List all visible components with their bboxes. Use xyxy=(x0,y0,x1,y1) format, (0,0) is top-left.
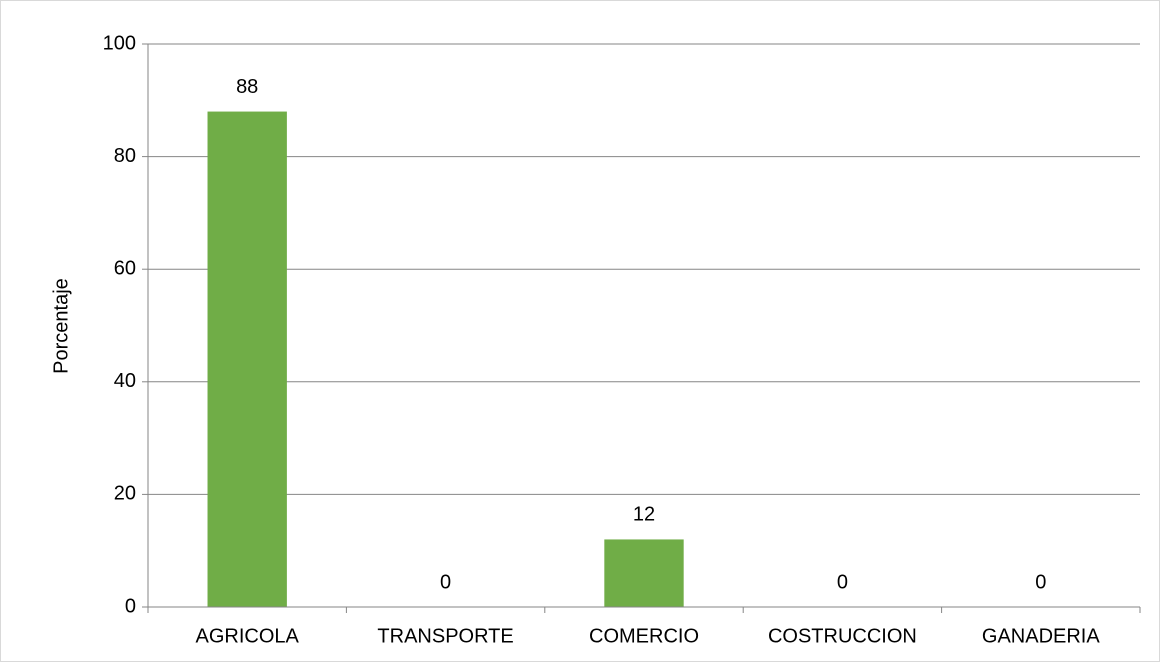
bar xyxy=(604,539,684,607)
y-tick-label: 100 xyxy=(103,32,136,54)
y-tick-label: 0 xyxy=(125,595,136,617)
y-tick-label: 60 xyxy=(114,257,136,279)
x-tick-label: TRANSPORTE xyxy=(377,625,513,647)
data-label: 88 xyxy=(236,76,258,98)
x-tick-label: COSTRUCCION xyxy=(768,625,917,647)
data-label: 0 xyxy=(1035,571,1046,593)
y-tick-label: 40 xyxy=(114,370,136,392)
y-tick-label: 20 xyxy=(114,483,136,505)
y-tick-label: 80 xyxy=(114,145,136,167)
x-tick-label: COMERCIO xyxy=(589,625,699,647)
x-tick-label: AGRICOLA xyxy=(196,625,300,647)
data-label: 0 xyxy=(837,571,848,593)
bar xyxy=(207,111,287,607)
data-label: 12 xyxy=(633,504,655,526)
y-axis-label: Porcentaje xyxy=(50,278,72,374)
data-label: 0 xyxy=(440,571,451,593)
x-tick-label: GANADERIA xyxy=(982,625,1100,647)
